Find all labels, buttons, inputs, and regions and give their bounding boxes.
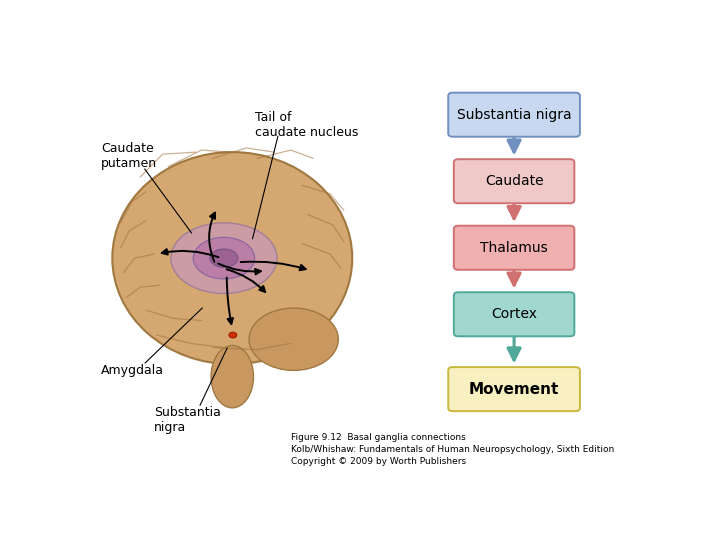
Ellipse shape <box>112 152 352 364</box>
FancyBboxPatch shape <box>454 292 575 336</box>
FancyBboxPatch shape <box>449 93 580 137</box>
Text: Substantia
nigra: Substantia nigra <box>154 406 221 434</box>
FancyBboxPatch shape <box>454 226 575 270</box>
Ellipse shape <box>171 223 277 294</box>
Text: Cortex: Cortex <box>491 307 537 321</box>
Text: Tail of
caudate nucleus: Tail of caudate nucleus <box>255 111 358 139</box>
Text: Caudate: Caudate <box>485 174 544 188</box>
Text: Substantia nigra: Substantia nigra <box>456 107 572 122</box>
FancyBboxPatch shape <box>449 367 580 411</box>
Circle shape <box>229 332 237 338</box>
Ellipse shape <box>193 238 255 279</box>
Ellipse shape <box>211 346 253 408</box>
Text: Figure 9.12  Basal ganglia connections
Kolb/Whishaw: Fundamentals of Human Neuro: Figure 9.12 Basal ganglia connections Ko… <box>291 434 614 466</box>
Text: Movement: Movement <box>469 382 559 396</box>
Ellipse shape <box>249 308 338 370</box>
Text: Thalamus: Thalamus <box>480 241 548 255</box>
FancyBboxPatch shape <box>454 159 575 203</box>
Text: Caudate
putamen: Caudate putamen <box>101 142 157 170</box>
Text: Amygdala: Amygdala <box>101 364 164 377</box>
Ellipse shape <box>210 249 238 267</box>
